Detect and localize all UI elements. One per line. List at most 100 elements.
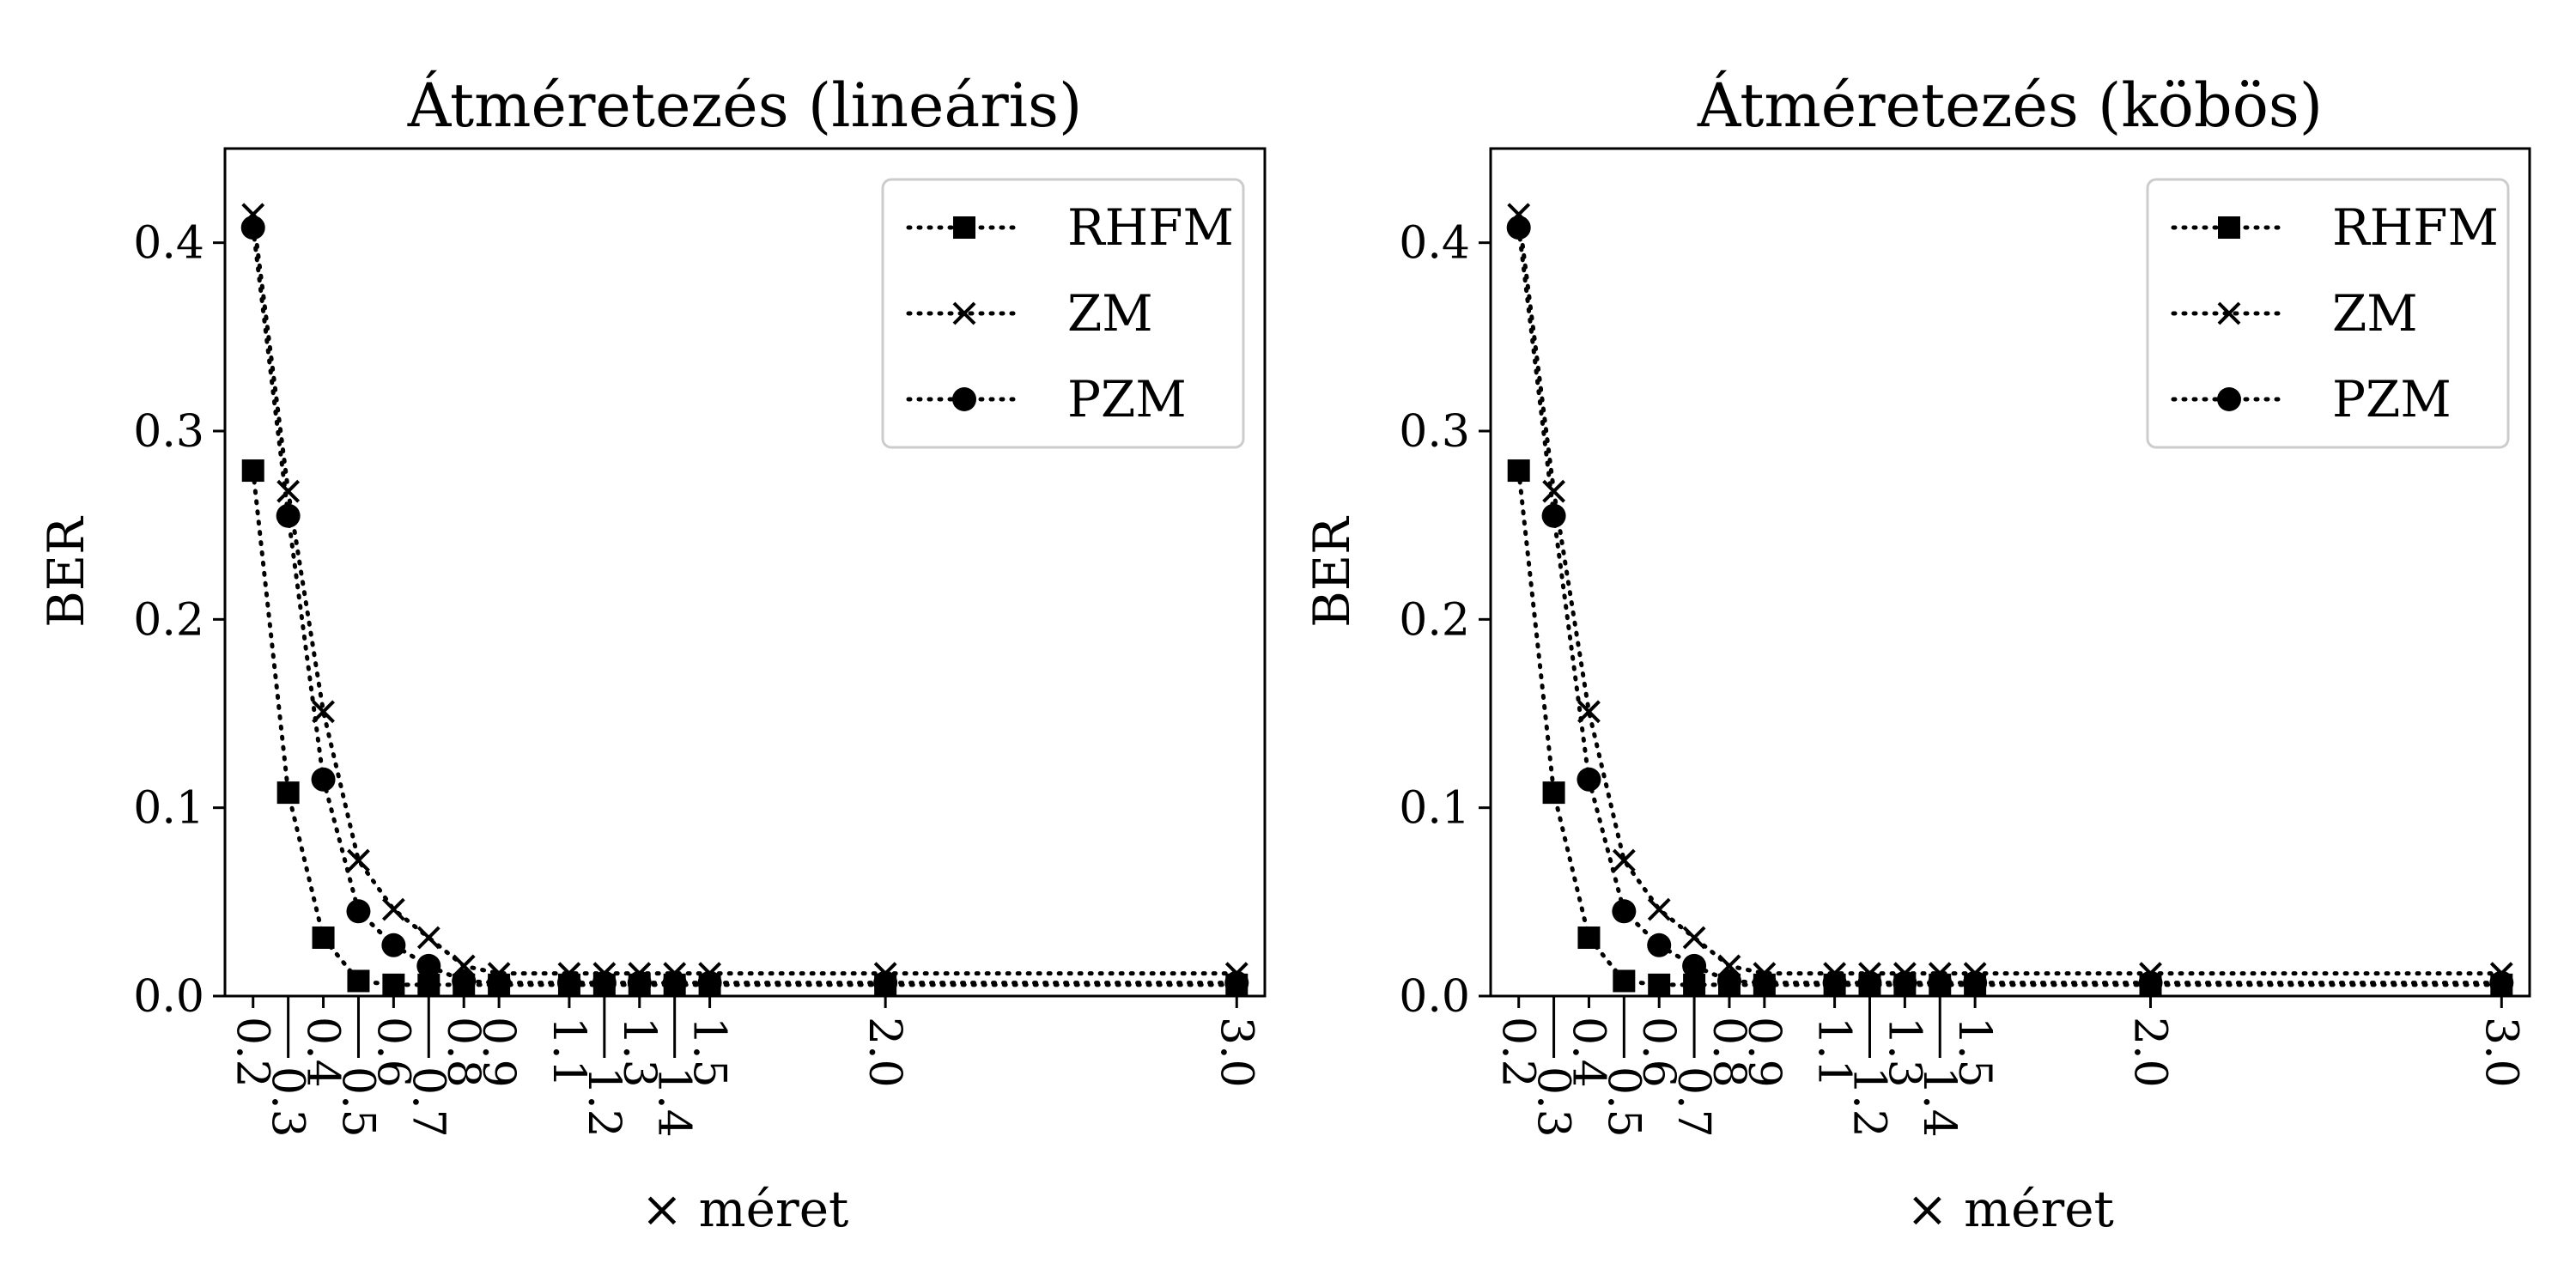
data-point [1577, 767, 1601, 792]
x-tick-label: 1.5 [683, 1017, 735, 1088]
data-point [382, 973, 405, 996]
data-point [1542, 479, 1565, 503]
legend-label: ZM [2332, 284, 2418, 343]
data-point [416, 926, 440, 950]
data-point [241, 459, 264, 483]
series-rhfm [241, 459, 1249, 996]
x-axis-label: × méret [641, 1180, 849, 1238]
data-point [1507, 459, 1530, 483]
data-point [1541, 503, 1566, 528]
x-tick-label: 0.8 [1703, 1017, 1754, 1088]
x-tick-label: 0.4 [297, 1017, 349, 1088]
y-tick-label: 0.0 [133, 971, 204, 1023]
data-point [346, 899, 371, 924]
chart-title: Átméretezés (lineáris) [407, 70, 1083, 141]
data-point [1822, 970, 1847, 995]
data-point [2138, 970, 2163, 995]
data-point [627, 970, 652, 995]
data-point [1577, 927, 1601, 950]
plot-frame [223, 147, 1267, 998]
series-line [251, 468, 1239, 987]
data-point [1893, 970, 1917, 995]
x-tick-label: 0.7 [1668, 1066, 1719, 1138]
data-point [347, 848, 370, 872]
legend-marker [2217, 387, 2241, 411]
y-tick-label: 0.4 [1399, 218, 1470, 270]
x-tick-label: 1.4 [648, 1066, 700, 1138]
y-tick-label: 0.4 [133, 218, 204, 270]
legend-label: ZM [1067, 284, 1153, 343]
legend-marker [2217, 301, 2241, 325]
legend-marker [952, 387, 976, 411]
legend-marker [2218, 216, 2240, 239]
x-tick-label: 0.4 [1562, 1017, 1613, 1088]
x-tick-label: 1.1 [543, 1017, 594, 1088]
chart-panel-linear: Átméretezés (lineáris)0.00.10.20.30.4BER… [37, 70, 1267, 1238]
data-point [1613, 969, 1636, 993]
x-tick-label: 3.0 [1210, 1017, 1261, 1088]
legend-box [2146, 178, 2510, 449]
x-tick-label: 1.5 [1948, 1017, 2000, 1088]
legend-label: PZM [1067, 370, 1187, 428]
data-point [592, 970, 617, 995]
data-point [1612, 899, 1637, 924]
data-point [1648, 973, 1671, 996]
data-point [556, 970, 581, 995]
x-tick-label: 0.9 [472, 1017, 524, 1088]
legend-marker [953, 216, 975, 239]
x-axis-label: × méret [1906, 1180, 2114, 1238]
data-point [381, 933, 406, 957]
series-line [251, 212, 1239, 976]
x-tick-label: 0.6 [367, 1017, 418, 1088]
x-tick-label: 0.3 [1528, 1066, 1579, 1138]
x-tick-label: 1.3 [613, 1017, 665, 1088]
data-point [452, 969, 477, 993]
x-tick-label: 1.3 [1878, 1017, 1929, 1088]
data-point [240, 216, 265, 240]
x-tick-label: 2.0 [859, 1017, 910, 1088]
x-tick-label: 1.2 [1843, 1066, 1894, 1138]
series-pzm [240, 216, 1249, 995]
x-tick-label: 0.8 [437, 1017, 489, 1088]
legend-label: RHFM [1067, 198, 1234, 257]
data-point [276, 781, 300, 805]
data-point [2489, 970, 2514, 995]
legend-box [881, 178, 1245, 449]
x-tick-label: 0.5 [331, 1066, 383, 1138]
data-point [312, 927, 335, 950]
x-tick-label: 1.4 [1913, 1066, 1965, 1138]
y-tick-label: 0.0 [1399, 971, 1470, 1023]
series-pzm [1506, 216, 2514, 995]
data-point [347, 969, 370, 993]
y-tick-label: 0.1 [133, 783, 204, 835]
series-line [1516, 468, 2504, 987]
data-point [311, 767, 336, 792]
data-point [1857, 970, 1882, 995]
data-point [1506, 216, 1531, 240]
x-tick-label: 0.2 [227, 1017, 278, 1088]
data-point [697, 970, 722, 995]
legend-label: RHFM [2332, 198, 2499, 257]
data-point [1224, 970, 1249, 995]
data-point [1963, 970, 1988, 995]
data-point [1647, 897, 1671, 921]
data-point [662, 970, 687, 995]
y-tick-label: 0.2 [133, 594, 204, 646]
y-tick-label: 0.1 [1399, 783, 1470, 835]
data-point [1752, 970, 1777, 995]
y-tick-label: 0.3 [1399, 406, 1470, 458]
y-tick-label: 0.2 [1399, 594, 1470, 646]
y-tick-label: 0.3 [133, 406, 204, 458]
data-point [1682, 926, 1706, 950]
data-point [873, 970, 898, 995]
data-point [1612, 848, 1636, 872]
data-point [1716, 969, 1741, 993]
x-tick-label: 0.9 [1738, 1017, 1789, 1088]
data-point [1682, 953, 1707, 978]
chart-title: Átméretezés (köbös) [1697, 70, 2323, 141]
x-tick-label: 1.1 [1808, 1017, 1860, 1088]
data-point [1542, 781, 1565, 805]
legend: RHFM ZM PZM [2146, 178, 2510, 449]
x-tick-label: 0.7 [402, 1066, 453, 1138]
